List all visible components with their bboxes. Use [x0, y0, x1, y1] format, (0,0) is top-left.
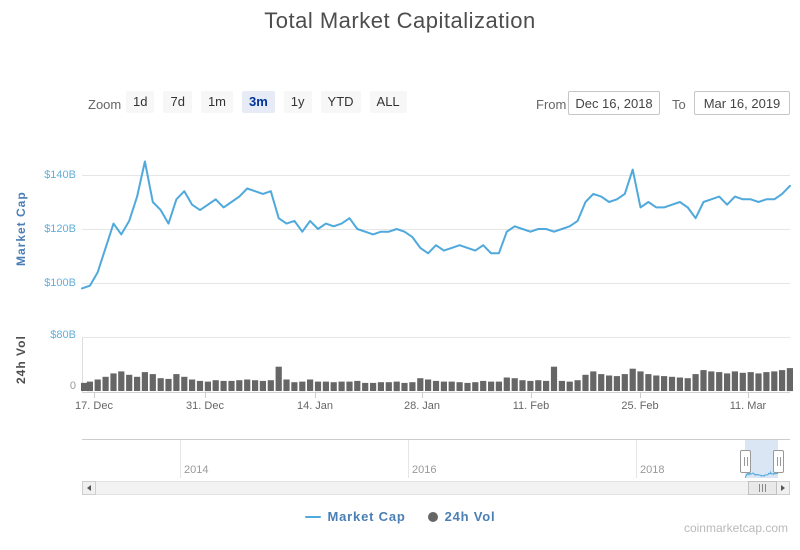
ytick-80b: $80B — [50, 329, 76, 341]
nav-label-2014: 2014 — [184, 464, 209, 476]
xlabel-31-dec: 31. Dec — [186, 400, 224, 412]
gridline-100b — [82, 283, 790, 284]
handle-grip-icon — [743, 457, 745, 466]
scrollbar-right-arrow[interactable] — [776, 481, 790, 495]
watermark: coinmarketcap.com — [683, 521, 788, 535]
xtick-7 — [748, 392, 749, 398]
thumb-grip-icon — [762, 484, 763, 492]
xtick-5 — [531, 392, 532, 398]
range-button-1m[interactable]: 1m — [200, 91, 233, 113]
from-label: From — [536, 97, 567, 112]
range-buttons: 1d 7d 1m 3m 1y YTD ALL — [126, 91, 407, 113]
scrollbar-left-arrow[interactable] — [82, 481, 96, 495]
xlabel-11-mar: 11. Mar — [729, 400, 767, 412]
xlabel-25-feb: 25. Feb — [621, 400, 659, 412]
navigator-right-handle[interactable] — [773, 450, 784, 473]
x-axis-line — [82, 392, 790, 393]
to-date-input[interactable] — [694, 91, 790, 115]
line-marker-icon — [304, 515, 321, 518]
nav-label-2018: 2018 — [640, 464, 665, 476]
xlabel-14-jan: 14. Jan — [296, 400, 334, 412]
range-button-7d[interactable]: 7d — [163, 91, 192, 113]
xlabel-11-feb: 11. Feb — [512, 400, 550, 412]
scrollbar-track[interactable] — [82, 481, 790, 495]
nav-gridline-2016 — [408, 440, 409, 478]
volume-axis-line — [82, 337, 83, 392]
gridline-80b — [82, 337, 790, 338]
xlabel-17-dec: 17. Dec — [75, 400, 113, 412]
ytick-140b: $140B — [44, 169, 76, 181]
xtick-1 — [94, 392, 95, 398]
handle-grip-icon — [776, 457, 778, 466]
ytick-100b: $100B — [44, 277, 76, 289]
navigator-border — [82, 439, 790, 440]
range-button-all[interactable]: ALL — [369, 91, 407, 113]
page-title: Total Market Capitalization — [264, 8, 536, 33]
xtick-6 — [640, 392, 641, 398]
legend-label: 24h Vol — [444, 509, 496, 524]
ytick-0: 0 — [69, 380, 76, 392]
ytick-120b: $120B — [44, 223, 76, 235]
from-date-input[interactable] — [568, 91, 660, 115]
zoom-label: Zoom — [88, 97, 122, 112]
xtick-2 — [205, 392, 206, 398]
scrollbar-thumb[interactable] — [748, 481, 777, 495]
nav-label-2016: 2016 — [412, 464, 437, 476]
left-arrow-icon — [87, 485, 91, 491]
range-button-1y[interactable]: 1y — [283, 91, 312, 113]
legend: Market Cap 24h Vol — [0, 509, 800, 524]
range-button-1d[interactable]: 1d — [126, 91, 155, 113]
to-label: To — [672, 97, 686, 112]
legend-item-24h-vol[interactable]: 24h Vol — [427, 509, 496, 524]
legend-label: Market Cap — [327, 509, 406, 524]
nav-gridline-2018 — [636, 440, 637, 478]
legend-item-market-cap[interactable]: Market Cap — [304, 509, 406, 524]
range-button-3m[interactable]: 3m — [242, 91, 275, 113]
gridline-140b — [82, 175, 790, 176]
navigator-left-handle[interactable] — [740, 450, 751, 473]
xtick-3 — [315, 392, 316, 398]
range-button-ytd[interactable]: YTD — [320, 91, 361, 113]
nav-gridline-2014 — [180, 440, 181, 478]
gridline-120b — [82, 229, 790, 230]
right-arrow-icon — [781, 485, 785, 491]
xtick-4 — [422, 392, 423, 398]
circle-marker-icon — [427, 511, 438, 522]
xlabel-28-jan: 28. Jan — [403, 400, 441, 412]
